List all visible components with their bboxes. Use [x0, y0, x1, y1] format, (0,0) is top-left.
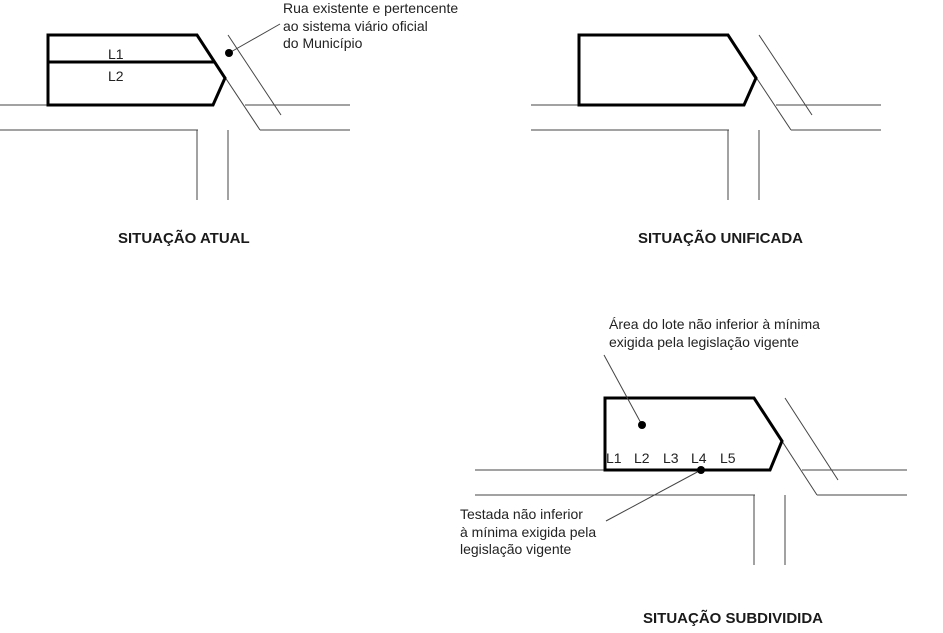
sub-L1: L1 — [606, 450, 622, 468]
sub-L5: L5 — [720, 450, 736, 468]
title-subdividida: SITUAÇÃO SUBDIVIDIDA — [643, 610, 823, 627]
sub-L4: L4 — [691, 450, 707, 468]
note-sub-bottom: Testada não inferiorà mínima exigida pel… — [460, 506, 596, 559]
atual-L2: L2 — [108, 68, 124, 86]
title-atual: SITUAÇÃO ATUAL — [118, 230, 250, 247]
sub-L3: L3 — [663, 450, 679, 468]
note-sub-top: Área do lote não inferior à mínimaexigid… — [609, 316, 820, 351]
note-atual: Rua existente e pertencenteao sistema vi… — [283, 0, 458, 53]
atual-L1: L1 — [108, 46, 124, 64]
title-unificada: SITUAÇÃO UNIFICADA — [638, 230, 803, 247]
sub-L2: L2 — [634, 450, 650, 468]
